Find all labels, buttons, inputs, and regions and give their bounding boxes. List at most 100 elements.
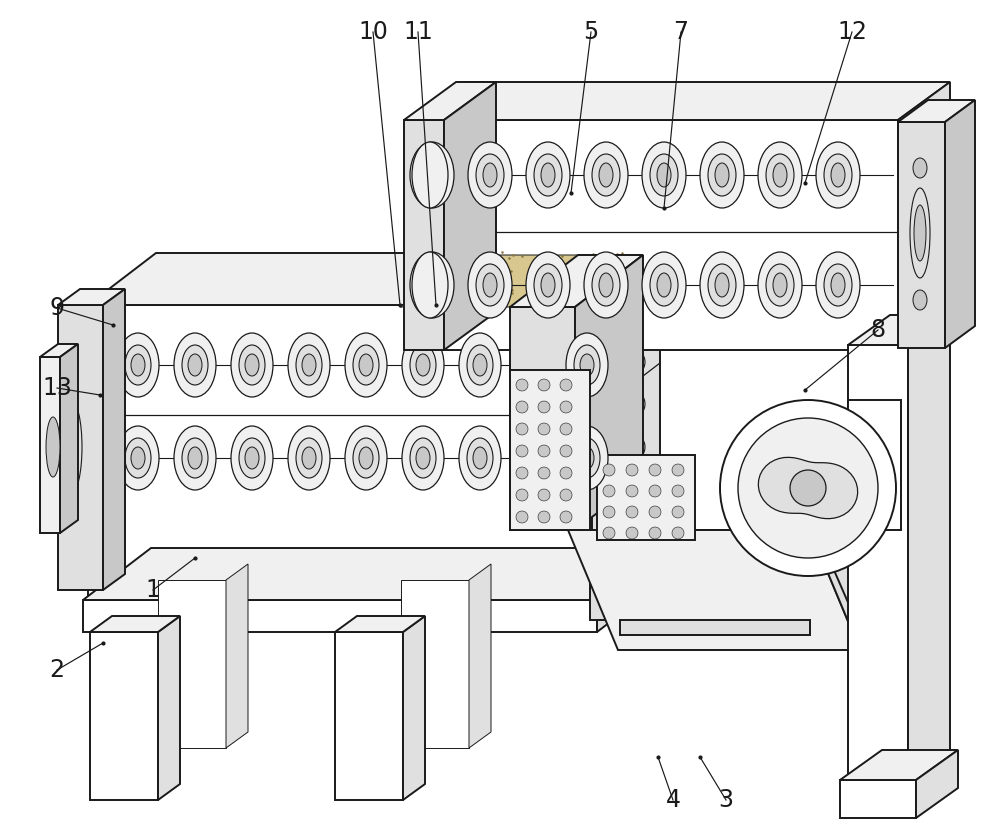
Ellipse shape [245,447,259,469]
Ellipse shape [560,401,572,413]
Bar [158,580,226,748]
Ellipse shape [603,485,615,497]
Ellipse shape [231,333,273,397]
Ellipse shape [516,489,528,501]
Polygon shape [568,530,860,650]
Polygon shape [408,82,950,120]
Ellipse shape [239,345,265,385]
Ellipse shape [182,438,208,478]
Ellipse shape [516,511,528,523]
Ellipse shape [402,426,444,490]
Ellipse shape [914,205,926,261]
Polygon shape [226,564,248,748]
Bar [83,600,597,632]
Ellipse shape [831,273,845,297]
Ellipse shape [766,264,794,306]
Ellipse shape [649,464,661,476]
Polygon shape [40,344,78,357]
Ellipse shape [526,142,570,208]
Ellipse shape [541,163,555,187]
Polygon shape [88,253,660,305]
Ellipse shape [672,485,684,497]
Ellipse shape [790,470,826,506]
Text: 8: 8 [870,318,886,342]
Ellipse shape [302,447,316,469]
Ellipse shape [580,447,594,469]
Ellipse shape [412,252,448,318]
Ellipse shape [626,464,638,476]
Ellipse shape [302,354,316,376]
Ellipse shape [483,163,497,187]
Polygon shape [908,315,950,780]
Ellipse shape [516,445,528,457]
Ellipse shape [125,345,151,385]
Polygon shape [597,455,695,540]
Polygon shape [335,616,425,632]
Ellipse shape [62,402,82,492]
Ellipse shape [560,445,572,457]
Ellipse shape [117,333,159,397]
Ellipse shape [824,154,852,196]
Polygon shape [90,616,180,632]
Polygon shape [404,82,496,120]
Polygon shape [60,344,78,533]
Ellipse shape [188,447,202,469]
Ellipse shape [738,418,878,558]
Polygon shape [575,255,643,530]
Ellipse shape [131,354,145,376]
Ellipse shape [524,438,550,478]
Ellipse shape [410,438,436,478]
Ellipse shape [672,464,684,476]
Ellipse shape [715,163,729,187]
Ellipse shape [538,445,550,457]
Ellipse shape [580,354,594,376]
Ellipse shape [534,154,562,196]
Ellipse shape [672,506,684,518]
Ellipse shape [425,163,439,187]
Ellipse shape [720,400,896,576]
Polygon shape [898,82,950,350]
Ellipse shape [560,467,572,479]
Ellipse shape [459,426,501,490]
Ellipse shape [650,264,678,306]
Ellipse shape [617,475,645,503]
Ellipse shape [66,419,78,475]
Ellipse shape [416,354,430,376]
Ellipse shape [584,252,628,318]
Ellipse shape [626,506,638,518]
Ellipse shape [359,447,373,469]
Ellipse shape [516,401,528,413]
Polygon shape [444,82,496,350]
Ellipse shape [708,154,736,196]
Ellipse shape [231,426,273,490]
Ellipse shape [125,438,151,478]
Ellipse shape [117,426,159,490]
Ellipse shape [296,438,322,478]
Bar [510,307,575,530]
Bar [401,580,469,748]
Ellipse shape [603,464,615,476]
Ellipse shape [288,426,330,490]
Ellipse shape [672,527,684,539]
Ellipse shape [574,345,600,385]
Ellipse shape [410,142,454,208]
Ellipse shape [402,333,444,397]
Polygon shape [103,289,125,590]
Ellipse shape [288,333,330,397]
Text: 11: 11 [403,20,433,44]
Ellipse shape [538,379,550,391]
Ellipse shape [353,345,379,385]
Ellipse shape [560,489,572,501]
Text: 5: 5 [583,20,599,44]
Ellipse shape [603,527,615,539]
Ellipse shape [766,154,794,196]
Ellipse shape [296,345,322,385]
Ellipse shape [410,345,436,385]
Ellipse shape [708,264,736,306]
Ellipse shape [913,290,927,310]
Text: 3: 3 [718,788,734,812]
Ellipse shape [538,401,550,413]
Ellipse shape [560,379,572,391]
Ellipse shape [530,354,544,376]
Ellipse shape [69,474,77,482]
